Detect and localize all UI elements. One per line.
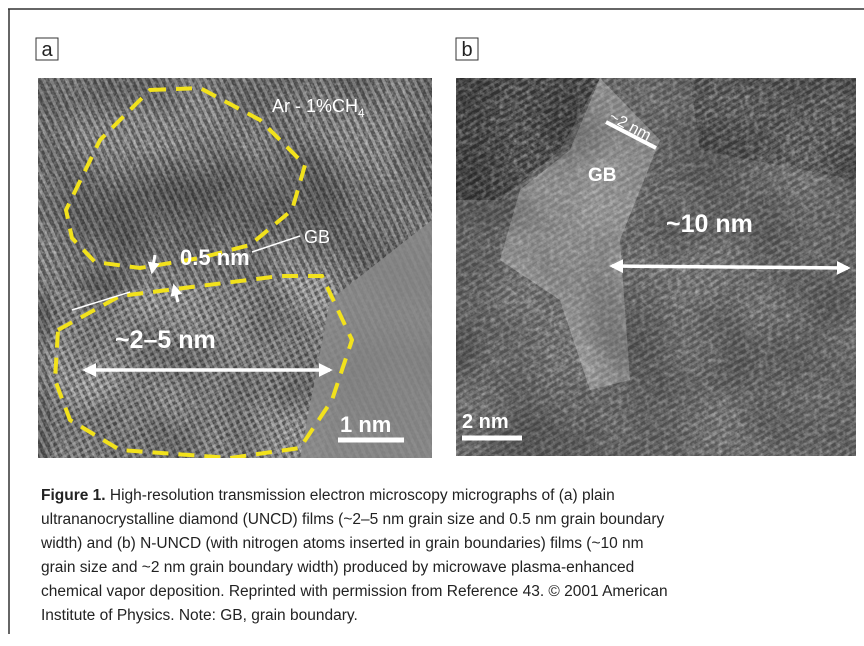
caption-line: ultrananocrystalline diamond (UNCD) film… xyxy=(41,511,665,528)
annotation: 0.5 nm xyxy=(180,245,250,270)
scale-bar-label: 1 nm xyxy=(340,412,391,437)
caption-line: Institute of Physics. Note: GB, grain bo… xyxy=(41,607,358,624)
scale-bar-label: 2 nm xyxy=(462,411,509,433)
micrograph-b xyxy=(456,78,856,456)
annotation: GB xyxy=(588,165,617,186)
caption-line: width) and (b) N-UNCD (with nitrogen ato… xyxy=(40,535,644,552)
caption-line: Figure 1. High-resolution transmission e… xyxy=(41,487,615,504)
panel-label: b xyxy=(461,39,472,61)
annotation: ~2–5 nm xyxy=(115,326,216,354)
caption-line: grain size and ~2 nm grain boundary widt… xyxy=(41,559,634,576)
annotation: ~10 nm xyxy=(666,210,753,238)
caption-line: chemical vapor deposition. Reprinted wit… xyxy=(41,583,668,600)
panel-label: a xyxy=(41,39,53,61)
annotation: GB xyxy=(304,227,330,247)
figure: a Ar - 1%CH4 0.5 nm GB ~2–5 nm 1 nm b ~2… xyxy=(0,0,864,646)
